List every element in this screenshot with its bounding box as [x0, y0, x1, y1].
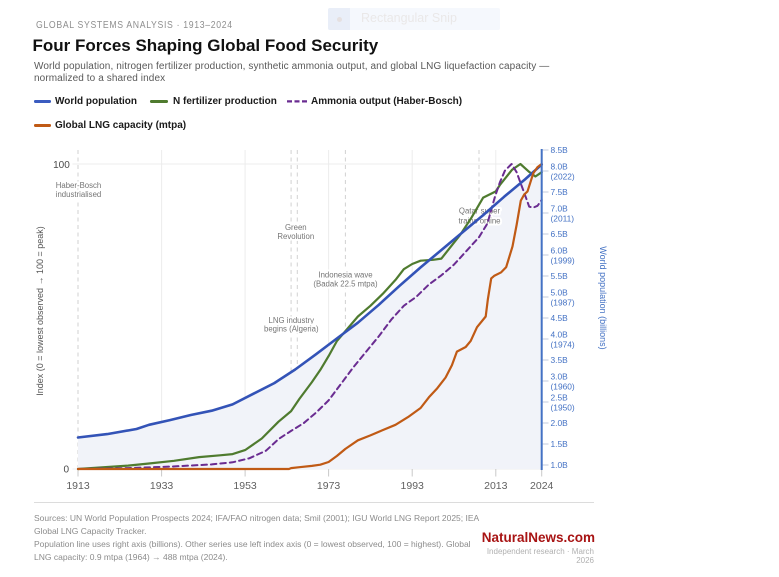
svg-text:2.0B: 2.0B	[551, 418, 569, 428]
svg-text:1913: 1913	[66, 480, 90, 492]
svg-text:1953: 1953	[233, 480, 257, 492]
svg-text:World population (billions): World population (billions)	[598, 246, 608, 349]
svg-text:100: 100	[53, 160, 70, 171]
svg-text:(1987): (1987)	[551, 298, 575, 308]
svg-text:1973: 1973	[317, 480, 341, 492]
svg-text:Indonesia wave: Indonesia wave	[318, 271, 372, 280]
svg-text:8.0B: 8.0B	[551, 161, 569, 171]
svg-text:1.5B: 1.5B	[551, 439, 569, 449]
svg-text:LNG industry: LNG industry	[269, 316, 315, 325]
svg-text:(1974): (1974)	[551, 340, 575, 350]
svg-text:2.5B: 2.5B	[551, 392, 569, 402]
svg-text:Haber-Bosch: Haber-Bosch	[56, 181, 102, 190]
svg-text:(2011): (2011)	[551, 214, 575, 224]
svg-text:7.5B: 7.5B	[551, 187, 569, 197]
svg-text:3.5B: 3.5B	[551, 355, 569, 365]
svg-text:Index (0 = lowest observed → 1: Index (0 = lowest observed → 100 = peak)	[35, 226, 45, 396]
svg-text:4.5B: 4.5B	[551, 313, 569, 323]
svg-text:Green: Green	[285, 223, 307, 232]
svg-text:7.0B: 7.0B	[551, 203, 569, 213]
svg-text:(1950): (1950)	[551, 403, 575, 413]
svg-text:(2022): (2022)	[551, 172, 575, 182]
svg-text:6.5B: 6.5B	[551, 229, 569, 239]
svg-text:begins (Algeria): begins (Algeria)	[264, 325, 319, 334]
svg-text:Revolution: Revolution	[277, 232, 314, 241]
svg-text:4.0B: 4.0B	[551, 329, 569, 339]
svg-text:(1960): (1960)	[551, 382, 575, 392]
svg-text:5.0B: 5.0B	[551, 287, 569, 297]
svg-text:5.5B: 5.5B	[551, 271, 569, 281]
svg-text:1933: 1933	[150, 480, 174, 492]
svg-text:industrialised: industrialised	[56, 190, 102, 199]
svg-text:6.0B: 6.0B	[551, 245, 569, 255]
svg-text:2024: 2024	[530, 480, 554, 492]
svg-text:Qatar super: Qatar super	[459, 207, 501, 216]
svg-text:(1999): (1999)	[551, 256, 575, 266]
svg-text:0: 0	[63, 464, 69, 475]
svg-text:1993: 1993	[401, 480, 425, 492]
svg-text:2013: 2013	[484, 480, 508, 492]
svg-text:3.0B: 3.0B	[551, 371, 569, 381]
svg-text:1.0B: 1.0B	[551, 460, 569, 470]
svg-text:8.5B: 8.5B	[551, 145, 569, 155]
svg-text:(Badak 22.5 mtpa): (Badak 22.5 mtpa)	[313, 280, 378, 289]
